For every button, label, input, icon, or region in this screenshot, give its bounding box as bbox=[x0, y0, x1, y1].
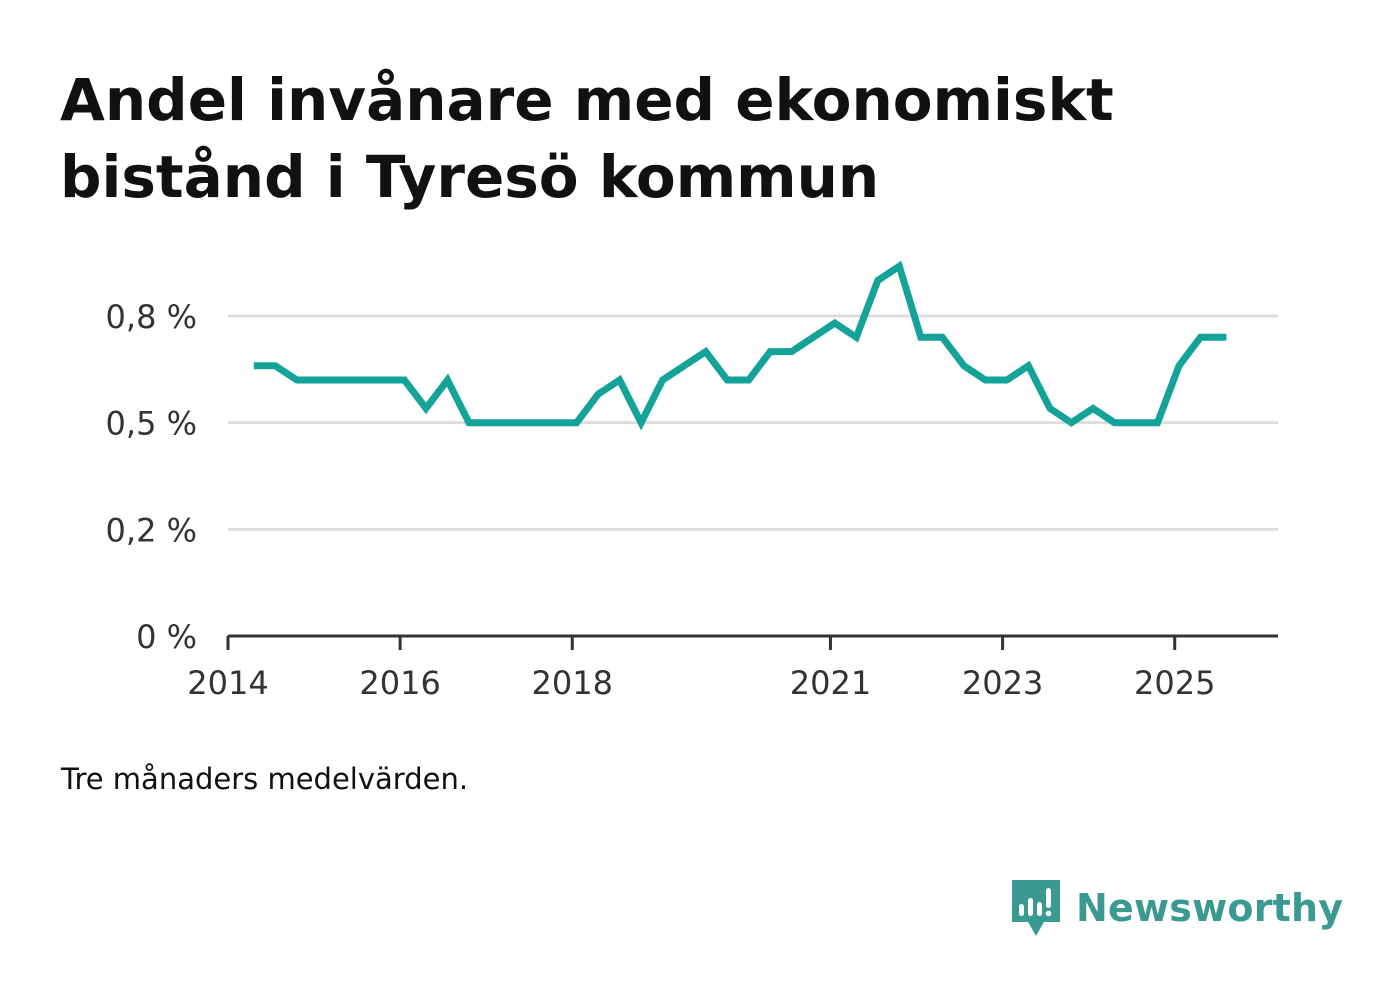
x-tick-label: 2023 bbox=[962, 664, 1043, 702]
series-line bbox=[253, 260, 1227, 431]
y-tick-label: 0,2 % bbox=[106, 511, 197, 549]
brand-name: Newsworthy bbox=[1076, 886, 1344, 930]
x-tick-label: 2025 bbox=[1134, 664, 1215, 702]
x-tick-label: 2021 bbox=[790, 664, 871, 702]
series-layer bbox=[253, 260, 1227, 431]
x-axis: 2014 2016 2018 2021 2023 2025 bbox=[187, 634, 1278, 702]
chart-note: Tre månaders medelvärden. bbox=[61, 762, 469, 796]
x-tick-label: 2014 bbox=[187, 664, 268, 702]
newsworthy-logo-icon bbox=[1012, 880, 1060, 936]
grid-layer bbox=[228, 314, 1278, 531]
y-tick-label: 0 % bbox=[136, 618, 197, 656]
x-tick-label: 2016 bbox=[359, 664, 440, 702]
y-tick-label: 0,5 % bbox=[106, 405, 197, 443]
brand-logo: Newsworthy bbox=[1010, 878, 1343, 938]
x-tick-label: 2018 bbox=[532, 664, 613, 702]
chart-title: Andel invånare med ekonomiskt bistånd i … bbox=[60, 66, 1114, 211]
y-axis-ticks: 0 % 0,2 % 0,5 % 0,8 % bbox=[106, 298, 197, 656]
y-tick-label: 0,8 % bbox=[106, 298, 197, 336]
